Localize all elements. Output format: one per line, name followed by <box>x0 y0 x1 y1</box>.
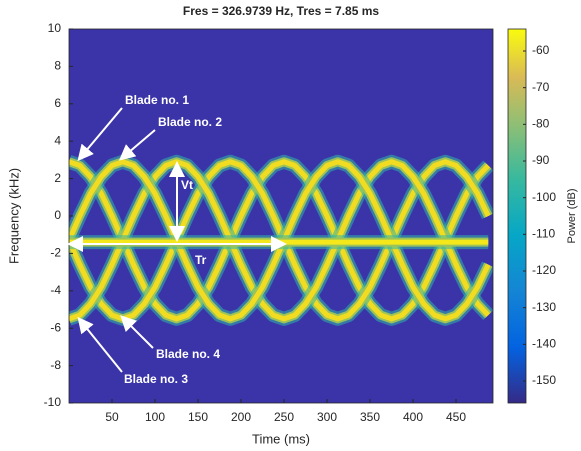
x-tick-label: 350 <box>360 410 380 424</box>
colorbar-label: Power (dB) <box>566 188 578 243</box>
colorbar-tick-label: -120 <box>532 263 556 277</box>
y-tick-label: 6 <box>54 96 61 110</box>
y-tick-label: 0 <box>54 208 61 222</box>
y-tick-label: 4 <box>54 133 61 147</box>
x-tick-label: 150 <box>188 410 208 424</box>
y-tick-label: -6 <box>50 320 61 334</box>
colorbar-tick-label: -100 <box>532 190 556 204</box>
x-tick-label: 50 <box>105 410 119 424</box>
annotation: Blade no. 2 <box>158 115 222 129</box>
colorbar-tick-label: -60 <box>532 43 550 57</box>
annotation-arrows <box>67 107 287 373</box>
x-tick-label: 250 <box>274 410 294 424</box>
x-tick-label: 400 <box>403 410 423 424</box>
annotation: Blade no. 3 <box>124 372 188 386</box>
annotation: Vt <box>181 178 193 192</box>
y-tick-label: 2 <box>54 171 61 185</box>
y-tick-label: -10 <box>44 395 62 409</box>
y-tick-label: 10 <box>48 21 62 35</box>
y-axis-label: Frequency (kHz) <box>6 168 21 264</box>
colorbar-tick-label: -130 <box>532 300 556 314</box>
x-axis-label: Time (ms) <box>252 431 310 446</box>
colorbar-tick-label: -110 <box>532 227 555 241</box>
annotation: Tr <box>195 253 207 267</box>
annotation: Blade no. 1 <box>125 93 189 107</box>
colorbar-tick-label: -80 <box>532 117 550 131</box>
y-tick-label: -4 <box>50 283 61 297</box>
chart-title: Fres = 326.9739 Hz, Tres = 7.85 ms <box>183 4 379 18</box>
x-tick-label: 300 <box>317 410 337 424</box>
trace <box>69 159 491 322</box>
x-tick-label: 100 <box>145 410 165 424</box>
trace <box>69 159 491 322</box>
y-tick-label: 8 <box>54 59 61 73</box>
y-tick-label: -2 <box>50 246 61 260</box>
x-tick-label: 200 <box>231 410 251 424</box>
x-tick-label: 450 <box>446 410 466 424</box>
colorbar-tick-label: -150 <box>532 373 556 387</box>
colorbar-tick-label: -140 <box>532 337 556 351</box>
annotation: Blade no. 4 <box>156 347 220 361</box>
colorbar <box>507 28 527 404</box>
y-tick-label: -8 <box>50 358 61 372</box>
colorbar-tick-label: -90 <box>532 153 550 167</box>
colorbar-tick-label: -70 <box>532 80 550 94</box>
